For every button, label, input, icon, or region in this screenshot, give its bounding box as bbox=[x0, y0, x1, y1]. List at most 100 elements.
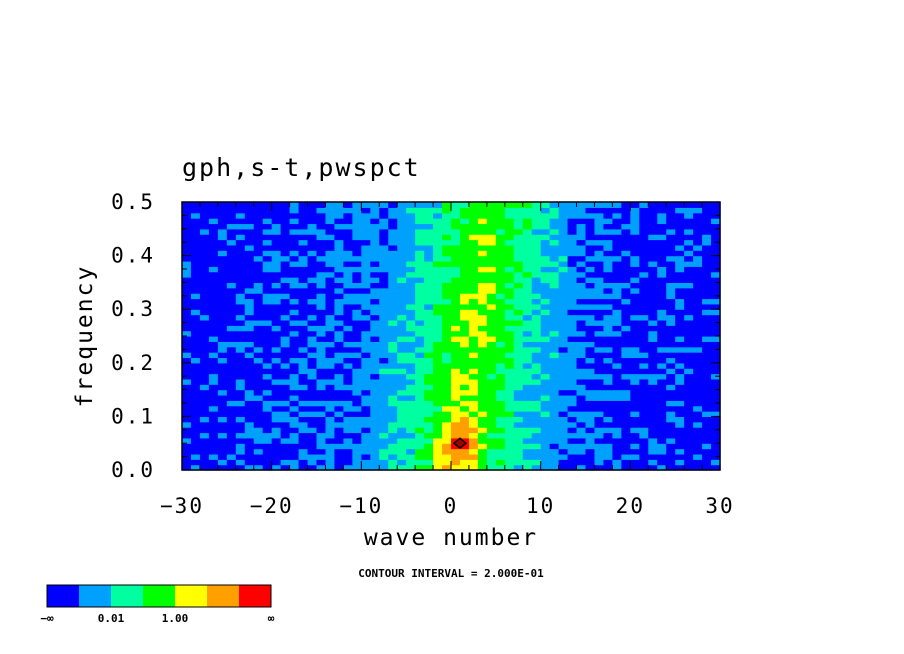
heatmap-cell bbox=[711, 282, 721, 289]
heatmap-cell bbox=[576, 202, 587, 208]
heatmap-cell bbox=[352, 244, 362, 251]
heatmap-cell bbox=[262, 453, 273, 460]
heatmap-cell bbox=[451, 459, 461, 466]
heatmap-cell bbox=[388, 362, 398, 369]
heatmap-cell bbox=[639, 239, 649, 246]
heatmap-cell bbox=[603, 271, 613, 278]
heatmap-cell bbox=[217, 298, 228, 305]
heatmap-cell bbox=[352, 448, 362, 455]
heatmap-cell bbox=[630, 223, 640, 230]
heatmap-cell bbox=[253, 234, 264, 241]
heatmap-cell bbox=[477, 244, 488, 251]
heatmap-cell bbox=[190, 427, 201, 434]
heatmap-cell bbox=[226, 341, 237, 348]
heatmap-cell bbox=[630, 378, 640, 385]
heatmap-cell bbox=[433, 314, 443, 321]
heatmap-cell bbox=[504, 234, 515, 241]
heatmap-cell bbox=[226, 427, 237, 434]
heatmap-cell bbox=[666, 448, 676, 455]
heatmap-cell bbox=[334, 314, 344, 321]
heatmap-cell bbox=[244, 239, 255, 246]
heatmap-cell bbox=[504, 448, 515, 455]
heatmap-cell bbox=[397, 400, 407, 407]
heatmap-cell bbox=[280, 314, 291, 321]
heatmap-cell bbox=[504, 427, 515, 434]
heatmap-cell bbox=[271, 218, 282, 225]
heatmap-cell bbox=[549, 260, 560, 267]
heatmap-cells bbox=[182, 202, 721, 471]
heatmap-cell bbox=[585, 336, 596, 342]
heatmap-cell bbox=[585, 260, 596, 267]
heatmap-cell bbox=[711, 459, 721, 466]
heatmap-cell bbox=[477, 202, 488, 208]
heatmap-cell bbox=[468, 282, 479, 289]
heatmap-cell bbox=[352, 443, 362, 450]
heatmap-cell bbox=[235, 266, 246, 273]
heatmap-cell bbox=[531, 223, 542, 230]
heatmap-cell bbox=[298, 202, 309, 208]
heatmap-cell bbox=[477, 250, 488, 257]
heatmap-cell bbox=[594, 400, 605, 407]
heatmap-cell bbox=[379, 202, 389, 208]
heatmap-cell bbox=[235, 314, 246, 321]
heatmap-cell bbox=[549, 373, 560, 380]
heatmap-cell bbox=[334, 400, 344, 407]
heatmap-cell bbox=[477, 427, 488, 434]
heatmap-cell bbox=[280, 384, 291, 391]
heatmap-cell bbox=[253, 341, 264, 348]
heatmap-cell bbox=[540, 244, 551, 251]
heatmap-cell bbox=[451, 303, 461, 310]
heatmap-cell bbox=[379, 405, 389, 412]
heatmap-cell bbox=[190, 223, 201, 230]
heatmap-cell bbox=[666, 330, 676, 337]
heatmap-cell bbox=[684, 421, 694, 428]
heatmap-cell bbox=[217, 330, 228, 337]
heatmap-cell bbox=[217, 277, 228, 283]
heatmap-cell bbox=[379, 212, 389, 219]
heatmap-cell bbox=[486, 309, 497, 316]
heatmap-cell bbox=[504, 384, 515, 391]
heatmap-cell bbox=[585, 394, 596, 401]
heatmap-cell bbox=[702, 218, 712, 225]
heatmap-cell bbox=[459, 416, 470, 423]
heatmap-cell bbox=[451, 212, 461, 219]
heatmap-cell bbox=[199, 266, 210, 273]
heatmap-cell bbox=[343, 427, 353, 434]
heatmap-cell bbox=[442, 411, 452, 417]
heatmap-cell bbox=[352, 432, 362, 439]
heatmap-cell bbox=[334, 271, 344, 278]
heatmap-cell bbox=[567, 287, 578, 294]
heatmap-cell bbox=[675, 282, 685, 289]
heatmap-cell bbox=[298, 260, 309, 267]
heatmap-cell bbox=[540, 400, 551, 407]
heatmap-cell bbox=[585, 448, 596, 455]
heatmap-cell bbox=[513, 368, 524, 375]
heatmap-cell bbox=[495, 394, 506, 401]
heatmap-cell bbox=[325, 239, 336, 246]
heatmap-cell bbox=[262, 394, 273, 401]
heatmap-cell bbox=[334, 394, 344, 401]
heatmap-cell bbox=[208, 266, 219, 273]
heatmap-cell bbox=[648, 234, 658, 241]
heatmap-cell bbox=[459, 459, 470, 466]
heatmap-cell bbox=[630, 459, 640, 466]
heatmap-cell bbox=[504, 303, 515, 310]
heatmap-cell bbox=[504, 255, 515, 262]
heatmap-cell bbox=[271, 346, 282, 353]
heatmap-cell bbox=[289, 212, 300, 219]
heatmap-cell bbox=[576, 303, 587, 310]
heatmap-cell bbox=[630, 319, 640, 326]
y-tick-label: 0.1 bbox=[111, 404, 155, 428]
heatmap-cell bbox=[343, 443, 353, 450]
heatmap-cell bbox=[190, 373, 201, 380]
heatmap-cell bbox=[540, 368, 551, 375]
heatmap-cell bbox=[675, 459, 685, 466]
heatmap-cell bbox=[298, 244, 309, 251]
heatmap-cell bbox=[190, 368, 201, 375]
heatmap-cell bbox=[451, 255, 461, 262]
heatmap-cell bbox=[477, 277, 488, 283]
heatmap-cell bbox=[513, 405, 524, 412]
heatmap-cell bbox=[558, 453, 569, 460]
heatmap-cell bbox=[271, 378, 282, 385]
heatmap-cell bbox=[576, 437, 587, 444]
